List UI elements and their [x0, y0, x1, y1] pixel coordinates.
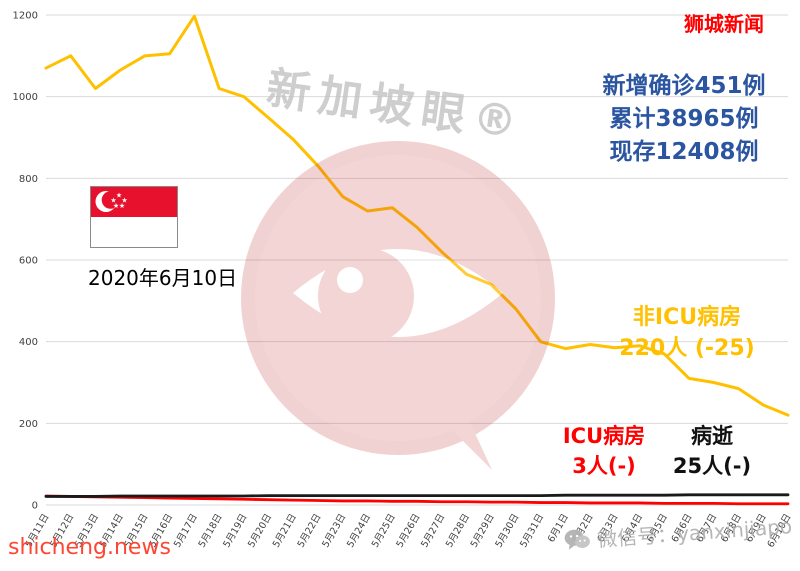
series-line-非ICU病房: [44, 14, 790, 417]
footer-site-url: shicheng.news: [8, 535, 171, 560]
icu-annotation: ICU病房 3人(-): [540, 421, 668, 481]
svg-text:★: ★: [110, 197, 116, 205]
non-icu-annotation: 非ICU病房 220人 (-25): [598, 302, 776, 364]
stats-block: 新增确诊451例 累计38965例 现存12408例: [588, 70, 780, 169]
stat-new-cases: 新增确诊451例: [602, 73, 766, 99]
y-axis-tick-label: 600: [19, 256, 38, 267]
icu-label: ICU病房: [562, 424, 646, 448]
y-axis-tick-label: 1200: [13, 11, 38, 22]
icu-value: 3人(-): [572, 454, 636, 478]
date-label: 2020年6月10日: [88, 266, 238, 290]
x-axis-tick-label: 5月31日: [518, 512, 546, 550]
y-axis-tick-label: 0: [32, 501, 38, 512]
stat-active-cases: 现存12408例: [609, 139, 759, 165]
series-line-ICU病房: [44, 494, 790, 506]
singapore-flag: ★ ★ ★ ★ ★: [90, 186, 178, 248]
series-line-病逝: [44, 493, 790, 498]
svg-text:★: ★: [121, 197, 127, 205]
stat-total-cases: 累计38965例: [609, 106, 759, 132]
deaths-value: 25人(-): [672, 454, 752, 478]
deaths-annotation: 病逝 25人(-): [653, 421, 771, 481]
non-icu-label: 非ICU病房: [632, 305, 742, 330]
svg-text:★: ★: [119, 202, 125, 210]
wechat-icon: [564, 529, 590, 550]
deaths-label: 病逝: [691, 424, 733, 448]
y-axis-tick-label: 400: [19, 337, 38, 348]
svg-text:★: ★: [116, 192, 122, 200]
svg-text:★: ★: [113, 202, 119, 210]
wechat-watermark: 微信号：yanxinjiapo: [563, 510, 793, 555]
y-axis-tick-label: 800: [19, 174, 38, 185]
non-icu-value: 220人 (-25): [619, 336, 755, 361]
y-axis-tick-label: 200: [19, 419, 38, 430]
site-title: 狮城新闻: [684, 12, 764, 36]
y-axis-tick-label: 1000: [13, 92, 38, 103]
